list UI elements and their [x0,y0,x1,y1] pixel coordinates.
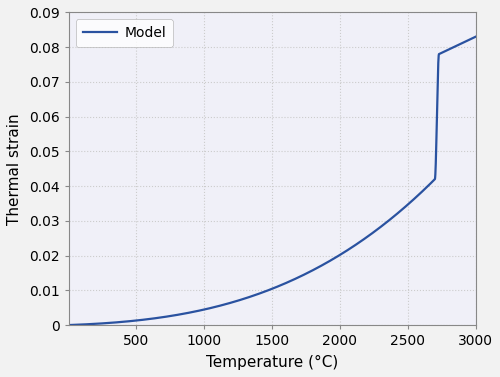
Y-axis label: Thermal strain: Thermal strain [7,113,22,225]
Model [400,206,406,211]
Model [66,323,71,327]
Legend: Model: Model [76,19,173,47]
Model [140,317,145,322]
X-axis label: Temperature (°C): Temperature (°C) [206,355,338,370]
Model [370,231,376,236]
Line: Model: Model [68,37,476,325]
Model [221,302,227,307]
Model [310,268,316,273]
Model [330,257,336,261]
Model [472,35,478,39]
